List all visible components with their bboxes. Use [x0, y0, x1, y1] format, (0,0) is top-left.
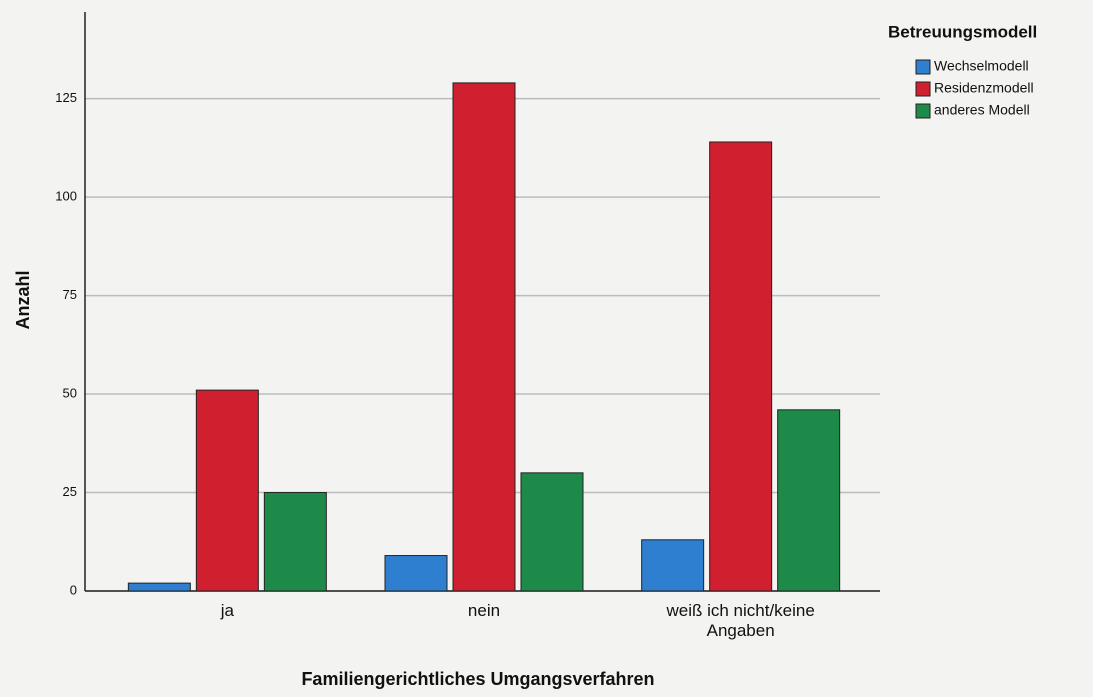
legend-label: Residenzmodell — [934, 80, 1034, 96]
legend-label: Wechselmodell — [934, 58, 1029, 74]
x-tick-label: weiß ich nicht/keine Angaben — [666, 601, 815, 640]
bar — [195, 389, 259, 592]
y-axis-label: Anzahl — [13, 270, 33, 329]
legend-title: Betreuungsmodell — [888, 22, 1037, 41]
bar — [641, 539, 705, 592]
bar — [452, 82, 516, 592]
y-tick-label: 75 — [63, 287, 77, 302]
legend-swatch — [915, 103, 931, 119]
y-tick-label: 25 — [63, 484, 77, 499]
y-tick-label: 100 — [55, 189, 77, 204]
x-tick-label-box: nein — [467, 601, 501, 620]
y-tick-label: 50 — [63, 385, 77, 400]
x-tick-label-box: weiß ich nicht/keine Angaben — [666, 601, 815, 640]
y-tick-label: 125 — [55, 90, 77, 105]
bar — [709, 141, 773, 592]
bar — [384, 555, 448, 592]
x-tick-label-box: ja — [220, 601, 234, 620]
x-axis-label: Familiengerichtliches Umgangsverfahren — [301, 669, 654, 689]
legend-swatch — [915, 81, 931, 97]
bar — [263, 492, 327, 592]
legend-swatch — [915, 59, 931, 75]
bar — [520, 472, 584, 592]
legend-label: anderes Modell — [934, 102, 1030, 118]
x-tick-label: ja — [220, 601, 234, 620]
y-tick-label: 0 — [70, 582, 77, 597]
x-tick-label: nein — [467, 601, 501, 620]
bar — [777, 409, 841, 592]
bar — [127, 582, 191, 592]
